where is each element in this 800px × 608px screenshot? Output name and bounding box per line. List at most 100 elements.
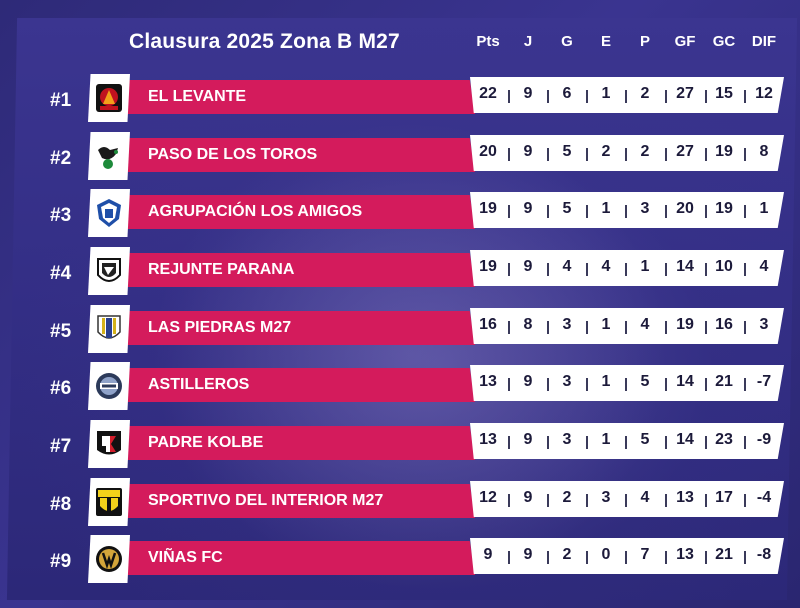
team-name: PADRE KOLBE	[148, 434, 264, 451]
stat-divider	[586, 148, 588, 161]
agrupacion-los-amigos-crest-icon	[88, 189, 130, 237]
stat-gf: 27	[676, 143, 694, 160]
stat-divider	[586, 263, 588, 276]
stat-e: 3	[601, 489, 611, 506]
stat-gf: 14	[676, 431, 694, 448]
rank-label: #4	[50, 263, 72, 284]
column-header-g: G	[561, 33, 573, 50]
stat-gf: 14	[676, 373, 694, 390]
stat-g: 2	[562, 489, 572, 506]
stat-dif: 1	[759, 200, 769, 217]
stat-dif: 4	[759, 258, 769, 275]
vinas-fc-crest-icon	[88, 535, 130, 583]
stats-bar	[470, 77, 784, 113]
column-header-p: P	[639, 33, 650, 50]
team-name-bar	[127, 253, 475, 287]
table-row: #1 EL LEVANTE 22 9 6 1 2 27 15 12	[0, 74, 800, 138]
column-header-dif: DIF	[751, 33, 777, 50]
team-name-bar	[127, 541, 475, 575]
stat-g: 5	[562, 143, 572, 160]
stat-e: 1	[601, 200, 611, 217]
stat-divider	[547, 436, 549, 449]
stat-p: 3	[640, 200, 650, 217]
stat-dif: -4	[756, 489, 772, 506]
sportivo-del-interior-crest-icon	[88, 478, 130, 526]
stat-divider	[547, 148, 549, 161]
stat-divider	[508, 321, 510, 334]
column-header-j: J	[523, 33, 533, 50]
stat-j: 9	[523, 200, 533, 217]
stat-divider	[625, 378, 627, 391]
stat-p: 2	[640, 143, 650, 160]
stats-bar	[470, 192, 784, 228]
stat-g: 4	[562, 258, 572, 275]
stat-divider	[665, 436, 667, 449]
table-row: #6 ASTILLEROS 13 9 3 1 5 14 21 -7	[0, 362, 800, 426]
stat-j: 9	[523, 489, 533, 506]
stat-divider	[625, 436, 627, 449]
stat-gf: 13	[676, 546, 694, 563]
stat-divider	[547, 551, 549, 564]
table-row: #8 SPORTIVO DEL INTERIOR M27 12 9 2 3 4 13 17 -4	[0, 478, 800, 542]
team-name: EL LEVANTE	[148, 88, 247, 105]
stat-g: 3	[562, 373, 572, 390]
stat-g: 6	[562, 85, 572, 102]
stat-pts: 20	[479, 143, 497, 160]
stat-pts: 19	[479, 200, 497, 217]
astilleros-crest-icon	[88, 362, 130, 410]
stat-gf: 19	[676, 316, 694, 333]
stat-p: 4	[640, 489, 650, 506]
stat-divider	[547, 205, 549, 218]
stat-divider	[705, 263, 707, 276]
column-header-gc: GC	[712, 33, 736, 50]
stat-gc: 17	[715, 489, 733, 506]
stat-divider	[744, 148, 746, 161]
stat-divider	[744, 378, 746, 391]
stat-p: 5	[640, 373, 650, 390]
stat-divider	[744, 90, 746, 103]
stat-divider	[547, 321, 549, 334]
stat-g: 3	[562, 316, 572, 333]
team-name: AGRUPACIÓN LOS AMIGOS	[148, 203, 363, 220]
rejunte-parana-crest-icon	[88, 247, 130, 295]
stat-p: 5	[640, 431, 650, 448]
stat-divider	[744, 494, 746, 507]
stat-dif: 12	[755, 85, 773, 102]
stat-divider	[508, 205, 510, 218]
stat-divider	[586, 436, 588, 449]
stat-j: 9	[523, 546, 533, 563]
rank-label: #5	[50, 321, 72, 342]
table-row: #2 PASO DE LOS TOROS 20 9 5 2 2 27 19 8	[0, 132, 800, 196]
team-name-bar	[127, 80, 475, 114]
padre-kolbe-crest-icon	[88, 420, 130, 468]
rank-label: #7	[50, 436, 72, 457]
stats-bar	[470, 250, 784, 286]
team-name-bar	[127, 426, 475, 460]
stat-g: 2	[562, 546, 572, 563]
stat-gf: 20	[676, 200, 694, 217]
stat-gc: 19	[715, 200, 733, 217]
stat-pts: 9	[483, 546, 493, 563]
stat-gc: 21	[715, 373, 733, 390]
rank-label: #3	[50, 205, 72, 226]
stat-pts: 22	[479, 85, 497, 102]
stat-divider	[547, 494, 549, 507]
stat-divider	[665, 148, 667, 161]
stat-pts: 12	[479, 489, 497, 506]
stats-bar	[470, 135, 784, 171]
stat-divider	[744, 436, 746, 449]
stat-divider	[705, 90, 707, 103]
stat-divider	[665, 551, 667, 564]
stats-bar	[470, 538, 784, 574]
stats-bar	[470, 481, 784, 517]
team-name: REJUNTE PARANA	[148, 261, 295, 278]
table-row: #9 VIÑAS FC 9 9 2 0 7 13 21 -8	[0, 535, 800, 599]
stat-gc: 19	[715, 143, 733, 160]
stat-divider	[705, 378, 707, 391]
stat-divider	[625, 90, 627, 103]
stat-e: 1	[601, 316, 611, 333]
stat-dif: -9	[756, 431, 772, 448]
team-name-bar	[127, 311, 475, 345]
stat-divider	[625, 494, 627, 507]
stat-divider	[665, 321, 667, 334]
